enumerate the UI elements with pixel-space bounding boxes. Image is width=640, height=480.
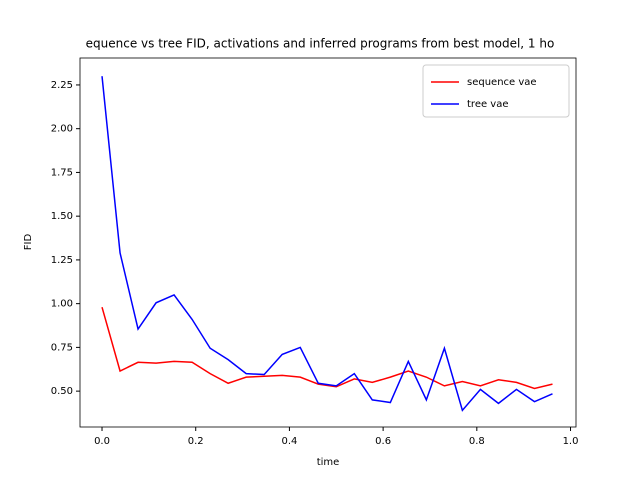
x-tick-label: 0.0 xyxy=(94,436,110,447)
y-tick-label: 0.75 xyxy=(51,342,73,353)
x-tick-label: 0.4 xyxy=(281,436,297,447)
chart-title: equence vs tree FID, activations and inf… xyxy=(86,37,555,51)
y-tick-label: 2.00 xyxy=(51,124,73,135)
x-tick-label: 0.6 xyxy=(375,436,391,447)
x-tick-label: 0.8 xyxy=(469,436,485,447)
plot-frame xyxy=(79,57,577,428)
y-tick-label: 1.00 xyxy=(51,299,73,310)
legend-label: tree vae xyxy=(467,99,509,110)
x-axis-label: time xyxy=(317,457,340,468)
series-line xyxy=(101,306,553,390)
y-axis-label: FID xyxy=(23,234,34,251)
series-line xyxy=(101,76,553,412)
y-tick-label: 1.50 xyxy=(51,211,73,222)
y-tick-label: 2.25 xyxy=(51,80,73,91)
x-tick-label: 1.0 xyxy=(563,436,579,447)
legend-box xyxy=(422,64,570,118)
y-tick-label: 0.50 xyxy=(51,386,73,397)
x-tick-label: 0.2 xyxy=(188,436,204,447)
y-tick-label: 1.75 xyxy=(51,167,73,178)
y-tick-label: 1.25 xyxy=(51,255,73,266)
legend-label: sequence vae xyxy=(467,77,537,88)
